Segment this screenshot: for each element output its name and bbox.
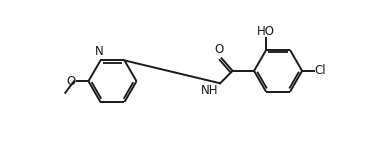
Text: NH: NH	[201, 84, 218, 97]
Text: O: O	[214, 43, 224, 56]
Text: Cl: Cl	[315, 64, 326, 77]
Text: N: N	[95, 45, 104, 58]
Text: O: O	[67, 75, 76, 88]
Text: HO: HO	[257, 25, 275, 38]
